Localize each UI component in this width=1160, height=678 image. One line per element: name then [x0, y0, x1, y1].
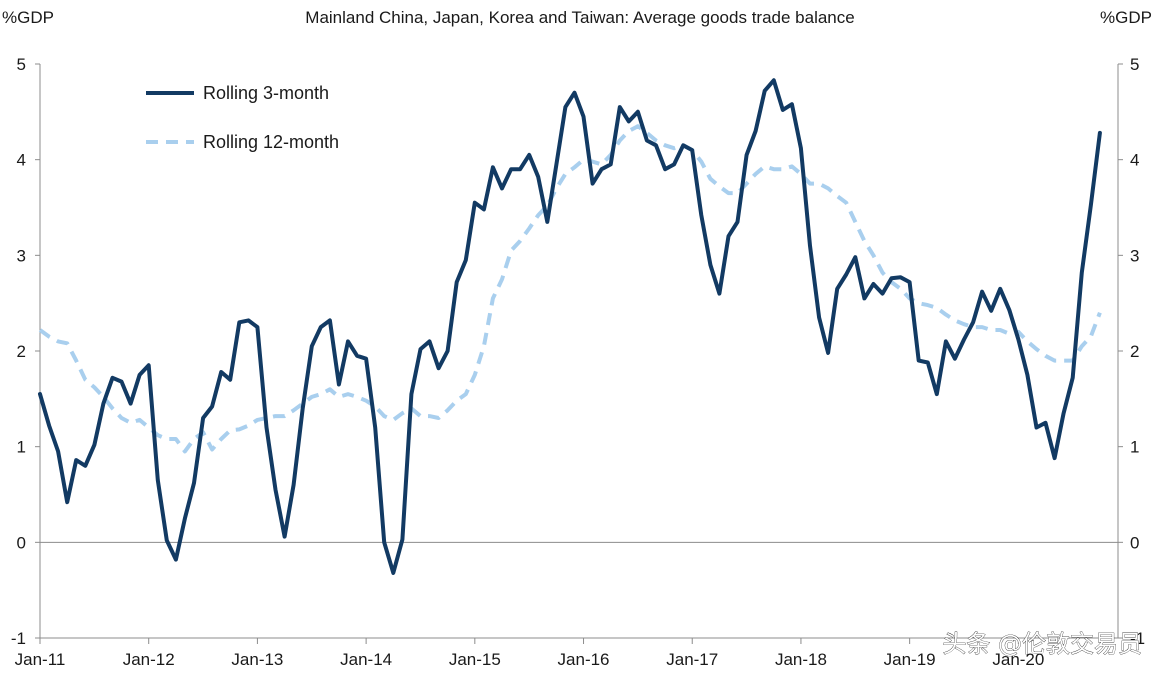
- y-tick-label-right: 3: [1130, 246, 1139, 265]
- y-tick-label-right: 5: [1130, 55, 1139, 74]
- x-tick-label: Jan-13: [231, 650, 283, 669]
- x-tick-label: Jan-15: [449, 650, 501, 669]
- x-tick-label: Jan-16: [558, 650, 610, 669]
- x-tick-label: Jan-14: [340, 650, 392, 669]
- y-tick-label-right: 2: [1130, 342, 1139, 361]
- y-tick-label-right: 4: [1130, 151, 1139, 170]
- y-tick-label-right: 1: [1130, 438, 1139, 457]
- y-tick-label-left: -1: [11, 629, 26, 648]
- y-tick-label-right: 0: [1130, 533, 1139, 552]
- chart-title: Mainland China, Japan, Korea and Taiwan:…: [305, 8, 854, 27]
- y-axis-left-label: %GDP: [2, 8, 54, 27]
- x-tick-label: Jan-12: [123, 650, 175, 669]
- legend-label: Rolling 3-month: [203, 83, 329, 103]
- x-tick-label: Jan-19: [884, 650, 936, 669]
- x-tick-label: Jan-18: [775, 650, 827, 669]
- watermark: 头条 @伦敦交易员: [942, 630, 1142, 658]
- y-tick-label-left: 3: [17, 246, 26, 265]
- axes: -1 -1 0 0 1 1 2 2 3 3 4 4 5 5 Jan-11 Jan-12 Jan-13 Jan-14…: [11, 55, 1145, 669]
- y-tick-label-left: 2: [17, 342, 26, 361]
- y-tick-label-left: 1: [17, 438, 26, 457]
- x-tick-label: Jan-17: [666, 650, 718, 669]
- series-lines: [38, 78, 1102, 575]
- series-line-rolling-3-month: [38, 78, 1102, 575]
- series-line-rolling-12-month: [38, 124, 1102, 454]
- legend: Rolling 3-month Rolling 12-month: [146, 83, 339, 152]
- x-tick-label: Jan-20: [992, 650, 1044, 669]
- x-tick-label: Jan-11: [15, 650, 66, 669]
- legend-label: Rolling 12-month: [203, 132, 339, 152]
- y-axis-right-label: %GDP: [1100, 8, 1152, 27]
- y-tick-label-right: -1: [1130, 629, 1145, 648]
- y-tick-label-left: 5: [17, 55, 26, 74]
- y-tick-label-left: 4: [17, 151, 26, 170]
- y-tick-label-left: 0: [17, 533, 26, 552]
